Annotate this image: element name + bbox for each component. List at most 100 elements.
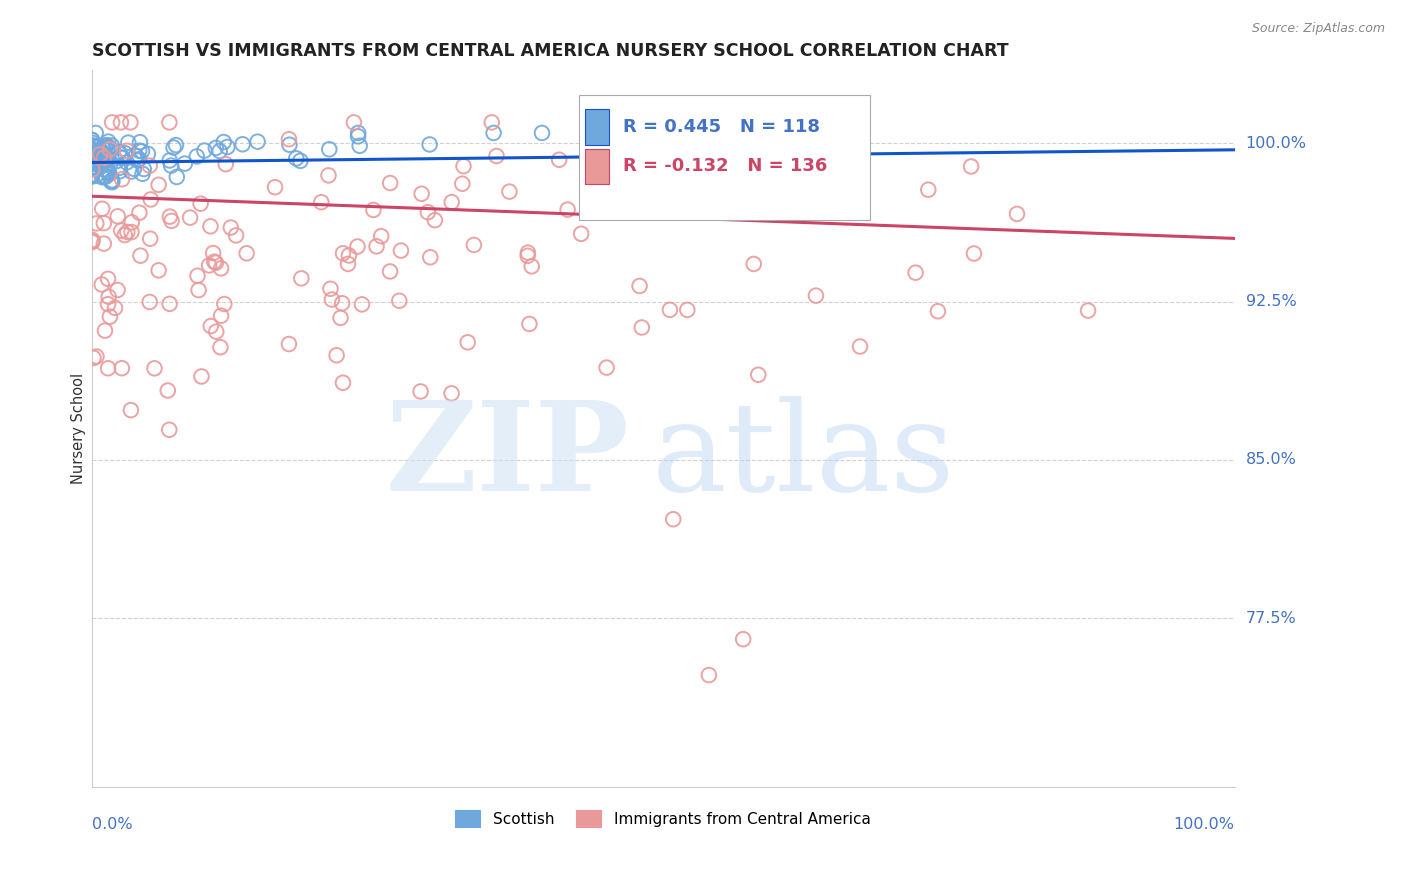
Point [93, 236, 115, 251]
Point [727, 115, 749, 129]
Point [733, 632, 755, 647]
Point [82, 156, 104, 170]
Point [409, 384, 432, 399]
Point [97, 135, 120, 149]
Point [110, 115, 132, 129]
Point [80, 148, 103, 162]
Point [97, 290, 120, 304]
Point [311, 195, 333, 210]
Point [187, 283, 209, 297]
Point [91, 142, 114, 156]
Text: 92.5%: 92.5% [1246, 294, 1296, 310]
Point [463, 238, 485, 252]
Point [332, 376, 354, 390]
Point [548, 153, 571, 167]
Point [162, 140, 184, 154]
Point [159, 297, 181, 311]
Point [84, 216, 107, 230]
Point [804, 288, 827, 302]
Text: ZIP: ZIP [385, 396, 628, 517]
Text: 85.0%: 85.0% [1246, 452, 1296, 467]
Legend: Scottish, Immigrants from Central America: Scottish, Immigrants from Central Americ… [450, 805, 876, 833]
Point [159, 210, 181, 224]
Point [80, 145, 103, 160]
Point [136, 147, 159, 161]
Point [628, 279, 651, 293]
Point [212, 135, 235, 149]
Point [101, 115, 124, 129]
Point [148, 263, 170, 277]
Point [347, 126, 370, 140]
Point [457, 335, 479, 350]
Point [156, 384, 179, 398]
Point [121, 225, 143, 239]
Point [80, 161, 103, 175]
Point [84, 169, 107, 183]
Point [904, 266, 927, 280]
Point [100, 138, 122, 153]
Point [225, 228, 247, 243]
Point [82, 156, 104, 170]
Point [498, 185, 520, 199]
Bar [585, 109, 609, 145]
Point [662, 512, 685, 526]
Point [264, 180, 287, 194]
Point [83, 145, 105, 159]
Point [80, 154, 103, 169]
Point [128, 205, 150, 219]
Text: 100.0%: 100.0% [1246, 136, 1306, 151]
Point [337, 248, 360, 262]
Point [215, 157, 238, 171]
Point [209, 340, 232, 354]
Point [366, 239, 388, 253]
Point [200, 319, 222, 334]
Point [120, 403, 142, 417]
Text: 100.0%: 100.0% [1174, 817, 1234, 832]
Point [80, 162, 103, 177]
Point [200, 219, 222, 234]
Point [209, 309, 232, 323]
Point [148, 178, 170, 192]
Point [246, 135, 269, 149]
Point [129, 249, 152, 263]
Point [963, 246, 986, 260]
Point [927, 304, 949, 318]
Point [131, 167, 153, 181]
Point [110, 224, 132, 238]
Point [104, 301, 127, 315]
Point [96, 151, 118, 165]
Point [91, 153, 114, 167]
Point [121, 215, 143, 229]
Point [697, 668, 720, 682]
Point [138, 294, 160, 309]
Point [346, 239, 368, 253]
Point [98, 140, 121, 154]
Point [80, 151, 103, 165]
Point [277, 337, 299, 351]
Point [350, 297, 373, 311]
Point [82, 234, 104, 248]
Point [91, 140, 114, 154]
Point [82, 233, 104, 247]
Point [96, 138, 118, 153]
Point [91, 170, 114, 185]
Point [419, 250, 441, 264]
Point [419, 137, 441, 152]
Point [1077, 303, 1099, 318]
Point [219, 220, 242, 235]
Point [849, 339, 872, 353]
Point [204, 141, 226, 155]
Point [235, 246, 257, 260]
Text: Source: ZipAtlas.com: Source: ZipAtlas.com [1251, 22, 1385, 36]
Point [83, 152, 105, 166]
Point [82, 162, 104, 177]
Point [166, 169, 188, 184]
Point [343, 115, 366, 129]
Point [423, 213, 446, 227]
Point [129, 135, 152, 149]
Point [108, 145, 131, 160]
Point [569, 227, 592, 241]
Text: atlas: atlas [652, 396, 955, 517]
Point [117, 225, 139, 239]
Point [111, 361, 134, 376]
